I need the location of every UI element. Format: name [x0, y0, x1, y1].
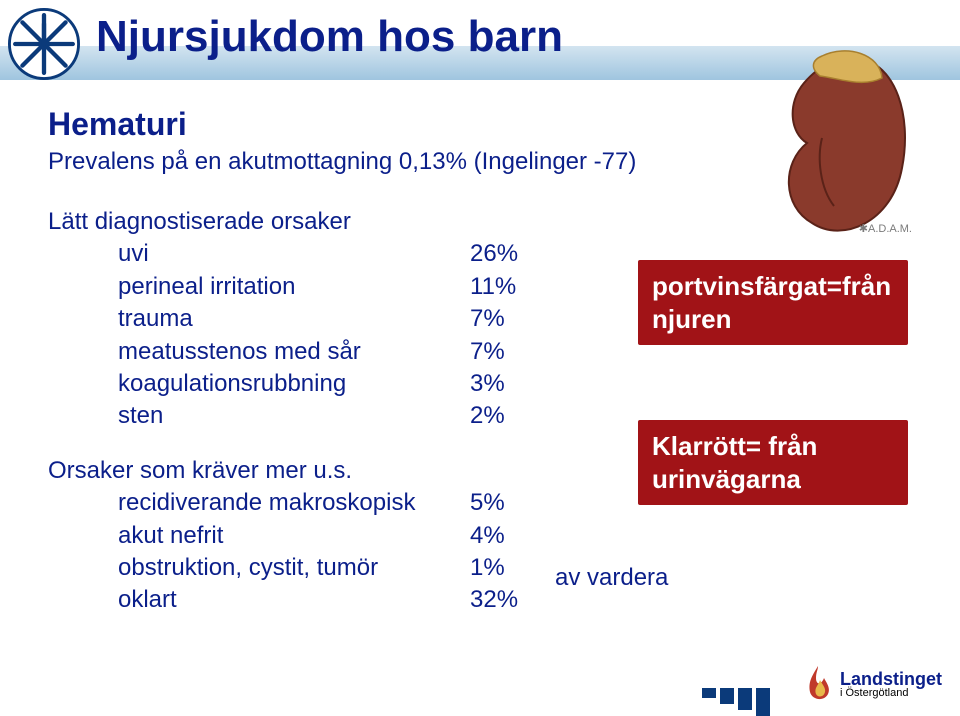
footer-brand: Landstinget i Östergötland — [802, 664, 942, 704]
row-value: 7% — [470, 336, 550, 368]
kidney-icon — [762, 48, 912, 238]
row-value: 26% — [470, 238, 550, 270]
slide: Njursjukdom hos barn Hematuri Prevalens … — [0, 0, 960, 716]
row-value: 32% — [470, 584, 550, 616]
org-logo-icon — [8, 8, 80, 80]
row-value: 3% — [470, 368, 550, 400]
subtitle: Hematuri — [48, 106, 187, 143]
row-value: 1% — [470, 552, 550, 584]
row-value: 7% — [470, 303, 550, 335]
footer-bars-icon — [702, 688, 770, 716]
highlight-box-portvin: portvinsfärgat=från njuren — [638, 260, 908, 345]
causes-list-values: 26% 11% 7% 7% 3% 2% 5% 4% 1% 32% — [470, 206, 550, 639]
page-title: Njursjukdom hos barn — [96, 12, 563, 62]
image-credit: ✱A.D.A.M. — [859, 222, 912, 235]
prevalence-text: Prevalens på en akutmottagning 0,13% (In… — [48, 148, 636, 176]
footer-brand-name: Landstinget — [840, 670, 942, 688]
row-value: 4% — [470, 520, 550, 552]
row-value: 2% — [470, 400, 550, 432]
row-value: 5% — [470, 487, 550, 519]
flame-icon — [802, 664, 834, 704]
av-vardera-note: av vardera — [555, 564, 668, 592]
row-value: 11% — [470, 271, 550, 303]
footer-region: i Östergötland — [840, 688, 942, 699]
highlight-box-klarrott: Klarrött= från urinvägarna — [638, 420, 908, 505]
